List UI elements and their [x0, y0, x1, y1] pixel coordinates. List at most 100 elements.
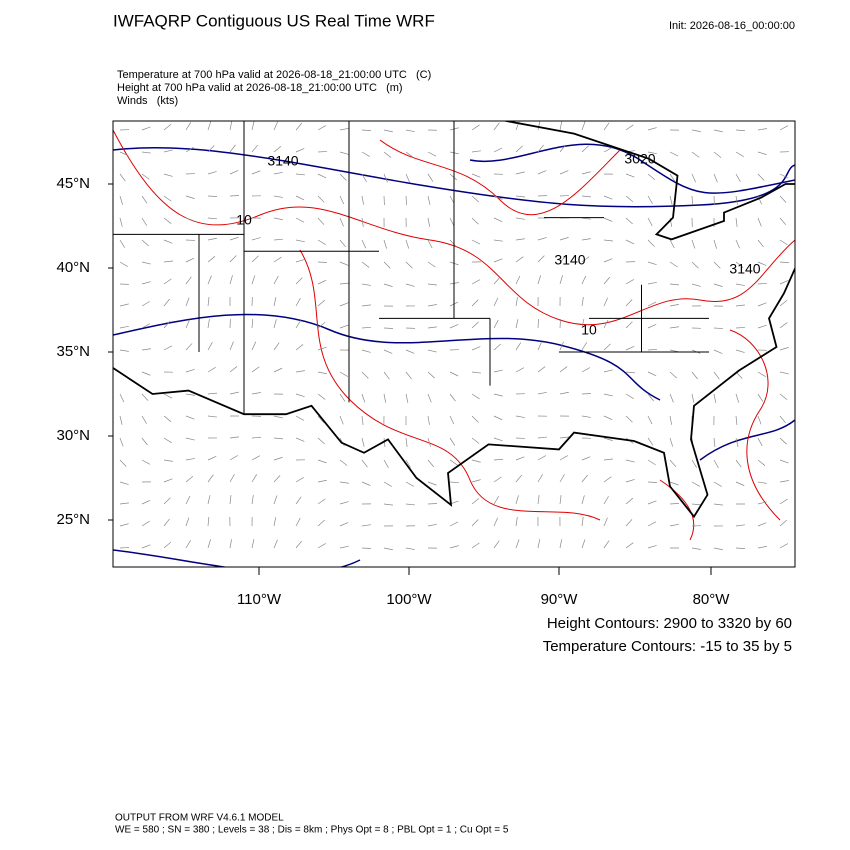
- wind-barb: [317, 261, 328, 263]
- wind-barb: [405, 481, 414, 487]
- wind-barb: [581, 238, 591, 241]
- lon-label: 80°W: [693, 591, 731, 608]
- wind-barb: [515, 319, 519, 329]
- wind-barb: [515, 342, 522, 351]
- wind-barb: [185, 297, 190, 307]
- wind-barb: [735, 415, 738, 425]
- field-description: Winds (kts): [117, 95, 178, 107]
- wind-barb: [779, 415, 786, 424]
- wind-barb: [251, 366, 260, 373]
- wind-barb: [493, 496, 500, 505]
- wind-barb: [779, 195, 787, 203]
- wind-barb: [207, 237, 217, 241]
- wind-barb: [339, 195, 345, 205]
- wind-barb: [625, 459, 635, 463]
- wind-barb: [471, 279, 481, 285]
- wind-barb: [625, 173, 635, 178]
- wind-barb: [163, 518, 170, 527]
- wind-barb: [317, 239, 326, 245]
- wind-barb: [119, 481, 129, 485]
- wind-barb: [273, 367, 283, 373]
- init-time: Init: 2026-08-16_00:00:00: [669, 20, 795, 32]
- wind-barb: [603, 122, 610, 131]
- wind-barb: [691, 239, 696, 249]
- wind-barb: [339, 415, 344, 425]
- wind-barb: [185, 257, 195, 263]
- wind-barb: [471, 195, 479, 203]
- wind-barb: [779, 519, 788, 527]
- wind-barb: [559, 341, 564, 351]
- wind-barb: [691, 151, 700, 158]
- wind-barb: [383, 547, 393, 551]
- wind-barb: [317, 346, 327, 351]
- wind-barb: [713, 283, 723, 287]
- wind-barb: [427, 173, 434, 182]
- wind-barb: [735, 129, 745, 132]
- wind-barb: [779, 480, 789, 483]
- wind-barb: [537, 237, 547, 241]
- wind-barb: [427, 459, 435, 468]
- wind-barb: [427, 349, 437, 353]
- wind-barb: [119, 502, 129, 505]
- wind-barb: [119, 151, 129, 156]
- wind-barb: [493, 343, 501, 351]
- wind-barb: [515, 474, 523, 483]
- wind-barb: [581, 415, 591, 418]
- wind-barb: [207, 539, 211, 549]
- wind-barb: [625, 393, 634, 400]
- legend-entry: Temperature Contours: -15 to 35 by 5: [543, 638, 792, 655]
- wind-barb: [317, 322, 326, 329]
- wind-barb: [163, 298, 170, 307]
- wind-barb: [757, 302, 767, 307]
- wind-barb: [537, 170, 547, 175]
- wind-barb: [295, 217, 305, 223]
- wind-barb: [669, 151, 679, 157]
- wind-barb: [317, 195, 325, 203]
- wind-barb: [427, 151, 437, 157]
- wind-barb: [405, 547, 415, 550]
- title: IWFAQRP Contiguous US Real Time WRF: [113, 11, 435, 30]
- contour-label: 3140: [267, 153, 298, 169]
- wind-barb: [427, 393, 432, 403]
- wind-barb: [251, 144, 259, 153]
- wind-barb: [207, 456, 217, 461]
- wind-barb: [405, 459, 411, 468]
- wind-barb: [779, 261, 789, 264]
- wind-barb: [119, 523, 129, 527]
- wind-barb: [757, 501, 767, 505]
- wind-barb: [317, 543, 326, 549]
- lon-label: 110°W: [237, 591, 282, 608]
- wind-barb: [449, 437, 456, 446]
- contour-label: 3140: [729, 261, 760, 277]
- wind-barb: [449, 173, 458, 181]
- wind-barb: [669, 283, 679, 286]
- wind-barb: [339, 522, 349, 527]
- wind-barb: [735, 217, 738, 227]
- wind-barb: [559, 495, 562, 505]
- wind-barb: [119, 261, 128, 267]
- wind-barb: [317, 299, 326, 307]
- wind-barb: [141, 459, 151, 465]
- wind-barb: [141, 393, 149, 401]
- wind-barb: [251, 237, 261, 241]
- map-area: 3140 3020 3140 3140 10 10: [113, 121, 795, 567]
- lat-label: 35°N: [56, 343, 90, 360]
- wind-barb: [581, 367, 591, 373]
- wind-barb: [273, 121, 278, 131]
- wind-barb: [757, 522, 767, 527]
- wind-barb: [229, 195, 240, 197]
- wind-barb: [361, 459, 368, 468]
- wind-barb: [163, 541, 172, 549]
- wind-barb: [581, 517, 584, 527]
- wind-barb: [603, 517, 608, 527]
- wind-barb: [625, 217, 633, 225]
- wind-barb: [757, 459, 766, 466]
- wind-barb: [669, 371, 677, 379]
- wind-barb: [691, 129, 701, 132]
- wind-barb: [669, 459, 677, 468]
- wind-barb: [581, 275, 587, 285]
- wind-barb: [251, 319, 254, 329]
- wind-barb: [581, 145, 589, 153]
- wind-barb: [559, 539, 563, 549]
